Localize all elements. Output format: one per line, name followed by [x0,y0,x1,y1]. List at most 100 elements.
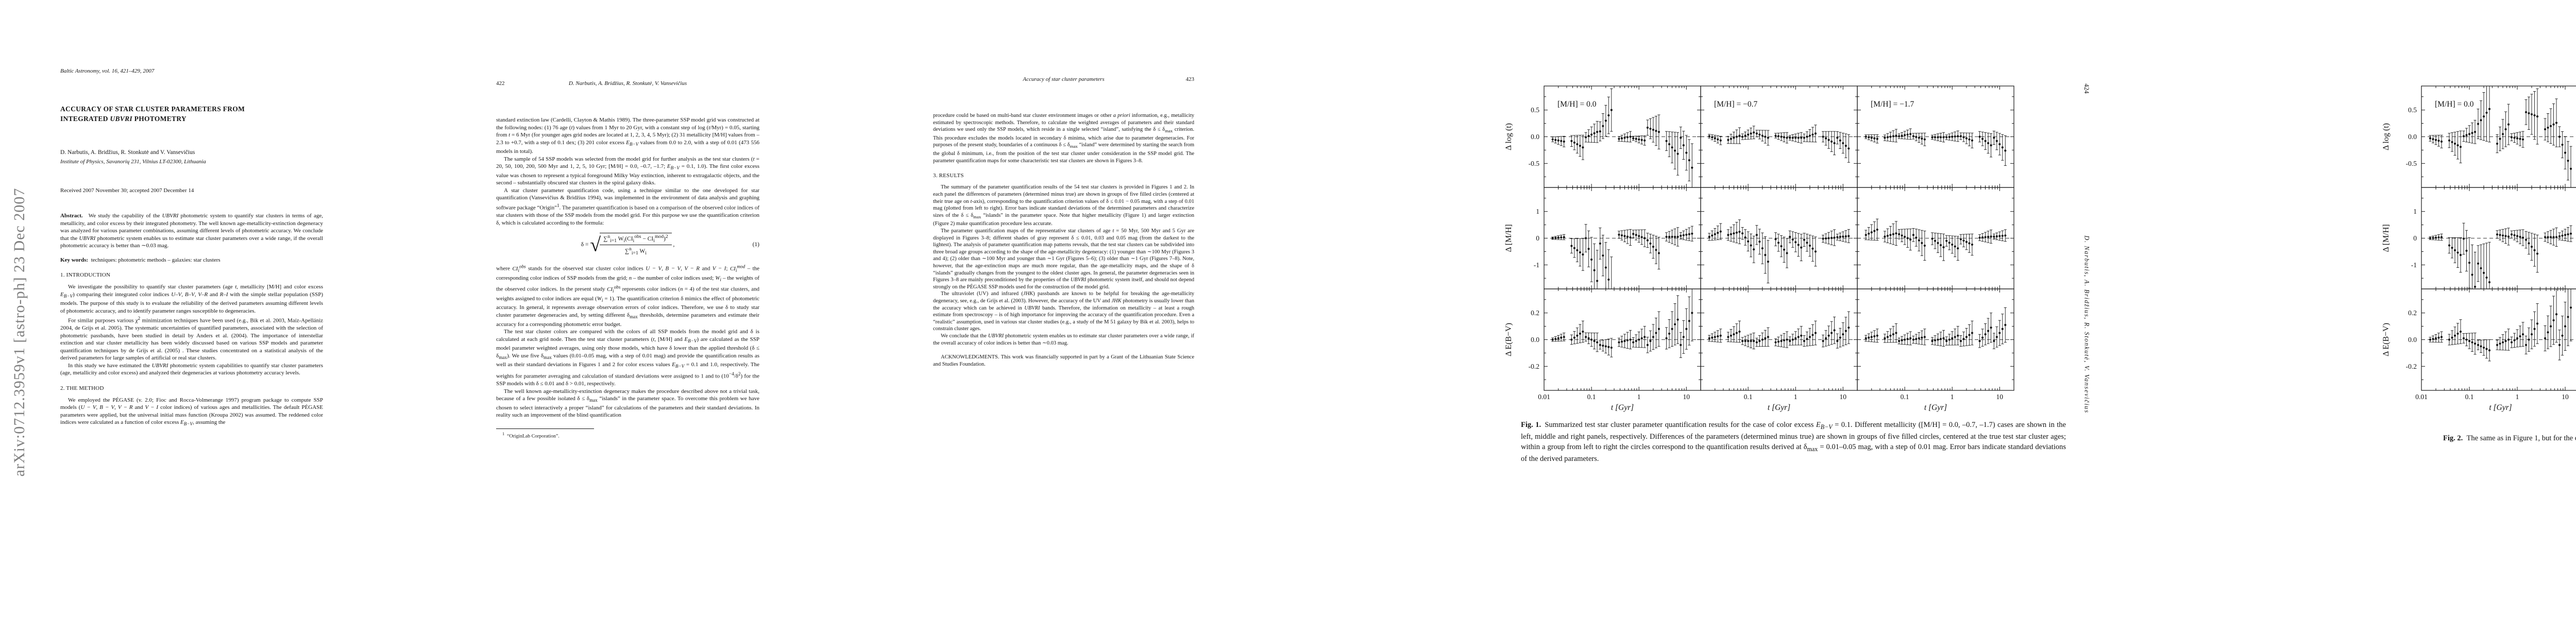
data-point [1673,235,1676,238]
panel: [M/H] = 0.0 [1544,85,1701,188]
y-tick-label: 0.0 [1531,133,1539,141]
paragraph: The parameter quantification maps of the… [933,228,1194,290]
data-point [1652,128,1655,131]
panel-label: [M/H] = −0.7 [1714,100,1757,109]
data-point [2558,135,2561,138]
data-point [2544,236,2547,238]
data-point [1814,332,1817,334]
data-point [1789,136,1791,139]
data-point [2488,281,2491,284]
section-heading-method: 2. THE METHOD [60,385,104,391]
data-point [1733,232,1735,235]
data-point [1833,329,1836,332]
data-point [1889,135,1892,138]
data-point [2434,337,2437,340]
data-point [2533,249,2536,251]
page-header: 422 D. Narbutis, A. Bridžius, R. Stonkut… [496,80,759,88]
paragraph: In this study we have estimated the UBVR… [60,362,324,376]
paragraph: A star cluster parameter quantification … [496,187,759,226]
x-tick-label: 10 [1996,393,2004,401]
x-tick-label: 1 [2516,393,2519,401]
data-point [1921,138,1923,140]
y-tick-label: -0.2 [1529,363,1539,370]
data-point [1673,323,1676,325]
data-point [1579,145,1581,147]
data-point [1897,233,1901,235]
data-point [1629,135,1632,138]
y-axis-title: Δ log (t) [2382,123,2391,150]
data-point [1822,135,1824,138]
data-point [1599,344,1601,346]
data-point [1560,336,1563,339]
data-point [2001,234,2004,237]
data-point [2440,336,2443,338]
data-point [1873,335,1876,338]
data-point [1747,133,1750,136]
data-point [2552,236,2555,238]
data-point [2507,123,2510,126]
data-point [2536,115,2539,118]
data-point [1584,336,1587,338]
data-point [1747,240,1750,243]
paragraph: The sample of 54 SSP models was selected… [496,156,759,186]
data-point [1990,235,1992,238]
data-point [2462,135,2465,138]
data-point [1948,338,1951,341]
data-point [1959,135,1962,138]
keywords-line: Key words: techniques: photometric metho… [60,256,221,263]
data-point [1948,242,1951,244]
data-point [1839,235,1841,238]
data-point [1884,136,1886,139]
data-point [1719,230,1722,233]
data-point [1752,131,1755,134]
data-point [2524,111,2528,113]
data-point [1931,136,1934,139]
data-point [1685,151,1688,154]
data-point [1842,142,1844,145]
data-point [1865,337,1867,340]
data-point [2513,339,2516,341]
data-point [1682,336,1685,338]
data-point [1806,338,1808,340]
data-point [1610,346,1613,349]
data-point [1777,340,1780,343]
data-point [1945,136,1948,139]
data-point [1590,258,1593,261]
footnote: 1 “OriginLab Corporation”. [502,431,560,439]
data-point [2510,341,2513,344]
data-point [2451,141,2453,143]
data-point [1741,232,1744,235]
data-point [2429,338,2432,341]
panel [1857,187,2014,289]
data-point [2448,139,2451,142]
y-tick-label: 0.0 [2408,133,2417,141]
data-point [2004,149,2007,152]
data-point [1844,145,1847,147]
y-tick-label: 0.2 [1531,309,1539,317]
data-point [1868,232,1870,235]
data-point [2482,271,2485,274]
data-point [1744,134,1747,137]
data-point [1884,235,1886,238]
data-point [1554,236,1557,239]
data-point [2504,235,2507,237]
data-point [1939,338,1942,340]
data-point [1573,336,1575,339]
data-point [1957,334,1959,337]
panel: [M/H] = 0.0 [2421,85,2576,188]
data-point [1906,237,1909,239]
data-point [1599,242,1601,245]
y-tick-label: 0.5 [2408,106,2417,114]
data-point [1876,138,1878,140]
data-point [1842,235,1844,238]
data-point [1761,338,1764,341]
y-tick-label: -0.2 [2406,363,2417,370]
data-point [1563,336,1565,338]
data-point [2468,339,2471,342]
data-point [1783,248,1786,251]
data-point [1978,339,1981,342]
data-point [2453,249,2456,251]
data-point [2465,338,2468,341]
data-point [2468,262,2471,264]
data-point [2569,167,2572,170]
